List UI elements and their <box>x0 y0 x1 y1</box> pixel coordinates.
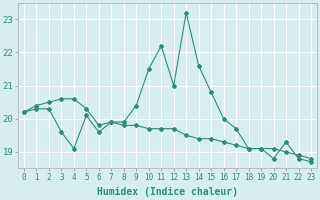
X-axis label: Humidex (Indice chaleur): Humidex (Indice chaleur) <box>97 187 238 197</box>
